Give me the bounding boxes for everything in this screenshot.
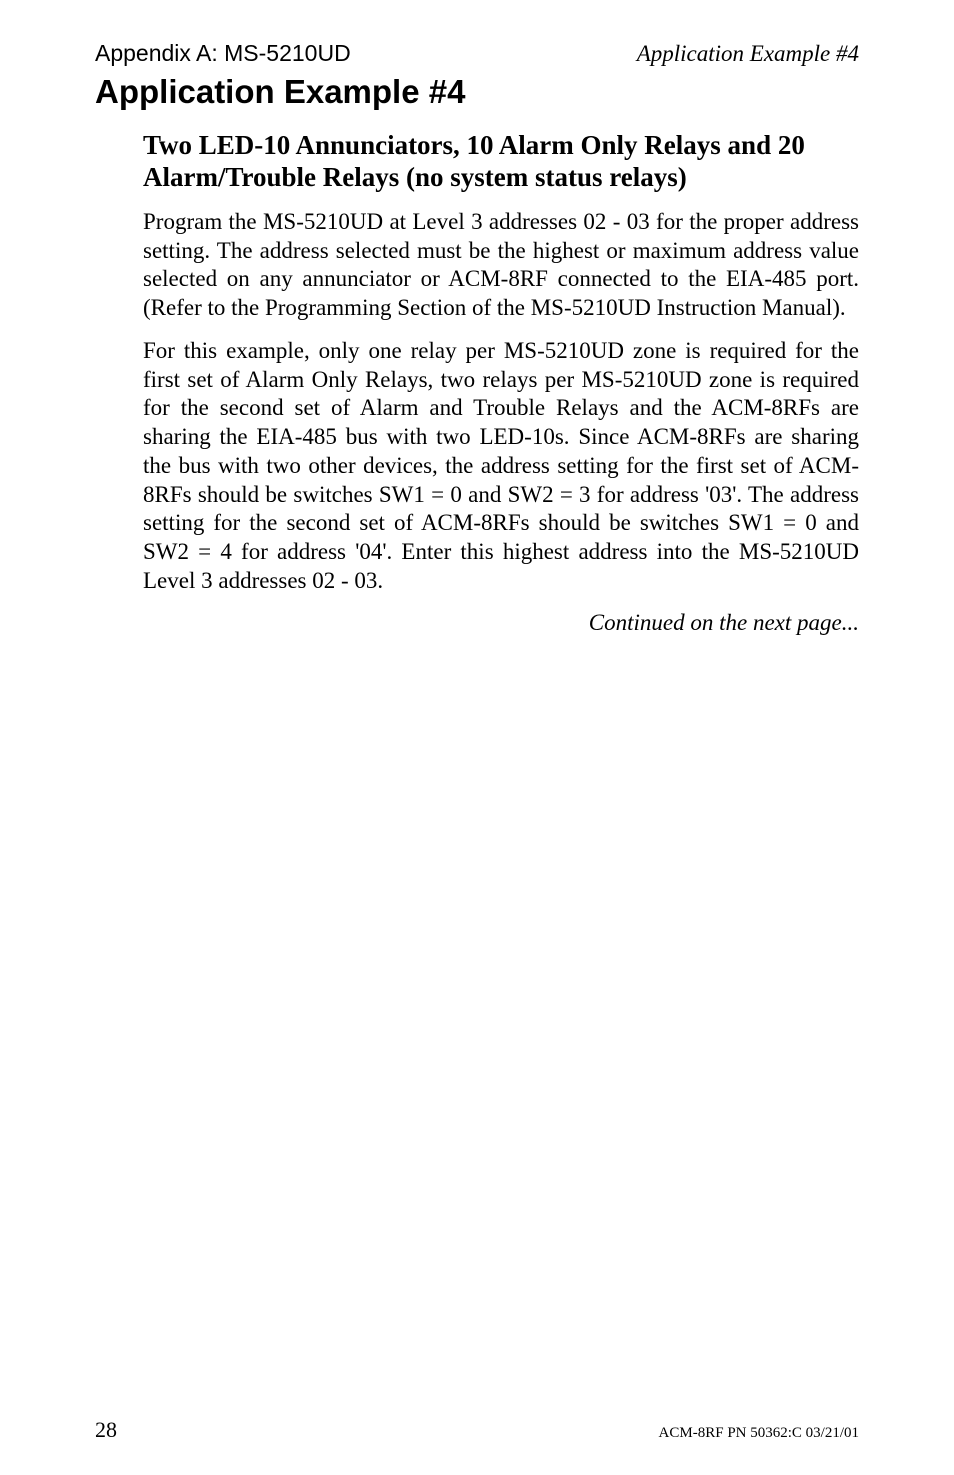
sub-heading: Two LED-10 Annunciators, 10 Alarm Only R… <box>143 129 859 194</box>
main-heading: Application Example #4 <box>95 73 859 111</box>
running-header: Appendix A: MS-5210UD Application Exampl… <box>95 40 859 67</box>
paragraph-1: Program the MS-5210UD at Level 3 address… <box>143 208 859 323</box>
continued-note: Continued on the next page... <box>143 610 859 636</box>
document-id: ACM-8RF PN 50362:C 03/21/01 <box>659 1425 859 1442</box>
header-right: Application Example #4 <box>637 41 859 67</box>
header-left: Appendix A: MS-5210UD <box>95 40 351 67</box>
page-number: 28 <box>95 1417 117 1443</box>
paragraph-2: For this example, only one relay per MS-… <box>143 337 859 596</box>
page-footer: 28 ACM-8RF PN 50362:C 03/21/01 <box>95 1417 859 1443</box>
